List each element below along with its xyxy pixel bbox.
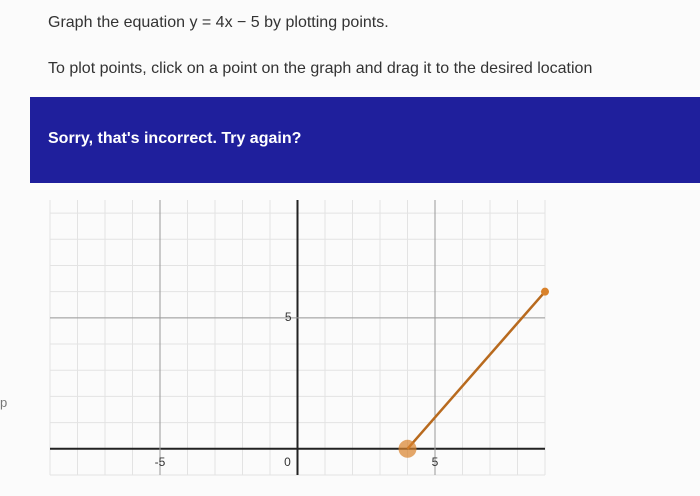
x-tick-label: -5 xyxy=(155,455,166,469)
feedback-banner: Sorry, that's incorrect. Try again? xyxy=(30,97,700,183)
plotted-line xyxy=(406,290,546,450)
y-tick-label: 5 xyxy=(285,310,292,324)
instruction: To plot points, click on a point on the … xyxy=(48,60,593,77)
point-handle[interactable] xyxy=(541,287,549,296)
instruction: Graph the equation y = 4x − 5 by plottin… xyxy=(48,14,389,31)
feedback-text: Sorry, that's incorrect. Try again? xyxy=(48,130,302,147)
x-tick-label: 0 xyxy=(284,455,291,469)
x-tick-label: 5 xyxy=(432,455,439,469)
point-handle[interactable] xyxy=(398,439,417,458)
side-label: p xyxy=(0,395,8,410)
